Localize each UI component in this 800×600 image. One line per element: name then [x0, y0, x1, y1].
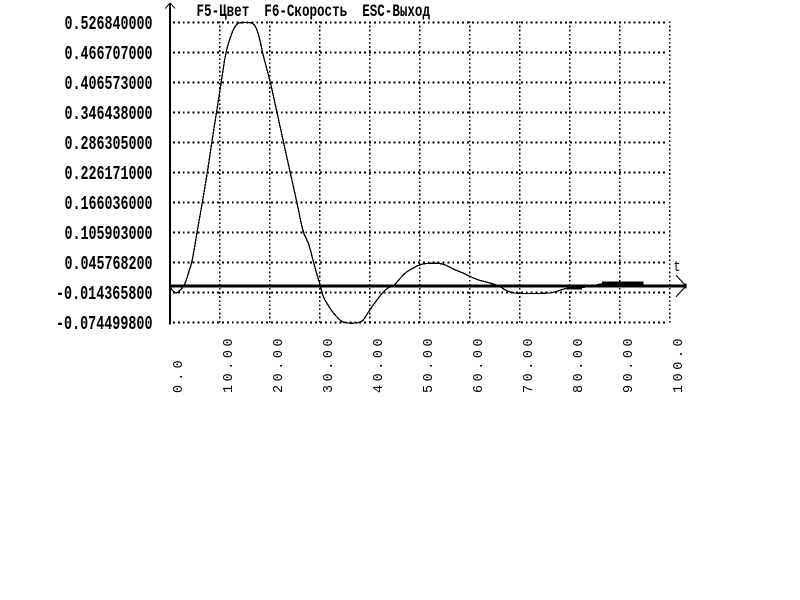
svg-text:10.00: 10.00	[222, 339, 237, 394]
svg-text:0.0: 0.0	[172, 360, 187, 393]
svg-text:-0.074499800: -0.074499800	[56, 313, 153, 335]
svg-text:0.526840000: 0.526840000	[65, 13, 153, 35]
svg-text:20.00: 20.00	[272, 339, 287, 394]
svg-text:-0.014365800: -0.014365800	[56, 283, 153, 305]
svg-text:50.00: 50.00	[422, 339, 437, 394]
svg-text:t: t	[674, 260, 681, 276]
svg-text:0.105903000: 0.105903000	[65, 223, 153, 245]
svg-text:0.346438000: 0.346438000	[65, 103, 153, 125]
svg-text:F5-Цвет F6-Скорость ESC-Выхо: F5-Цвет F6-Скорость ESC-Выход	[197, 2, 431, 22]
svg-text:0.045768200: 0.045768200	[65, 253, 153, 275]
svg-text:0.286305000: 0.286305000	[65, 133, 153, 155]
svg-text:70.00: 70.00	[522, 339, 537, 394]
svg-text:60.00: 60.00	[472, 339, 487, 394]
svg-text:100.0: 100.0	[672, 339, 687, 394]
svg-text:30.00: 30.00	[322, 339, 337, 394]
svg-text:0.166036000: 0.166036000	[65, 193, 153, 215]
svg-text:0.466707000: 0.466707000	[65, 43, 153, 65]
svg-text:40.00: 40.00	[372, 339, 387, 394]
svg-text:80.00: 80.00	[572, 339, 587, 394]
svg-text:0.406573000: 0.406573000	[65, 73, 153, 95]
svg-text:90.00: 90.00	[622, 339, 637, 394]
svg-text:0.226171000: 0.226171000	[65, 163, 153, 185]
